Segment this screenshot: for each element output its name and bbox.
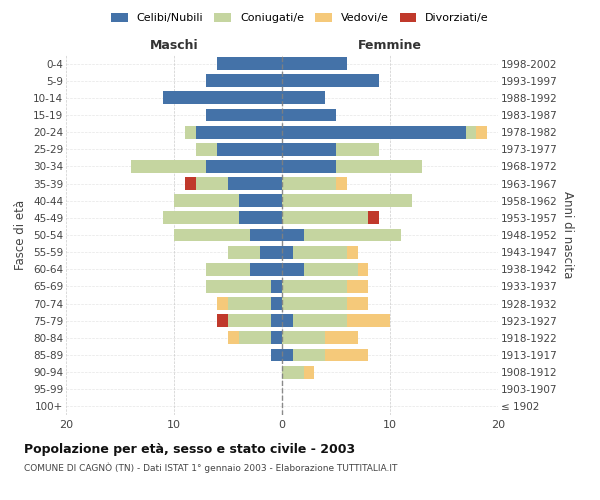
Bar [282,57,347,70]
Bar [206,280,271,293]
Bar [347,246,358,258]
Bar [282,74,379,87]
Bar [282,143,336,156]
Bar [228,177,282,190]
Bar [271,280,282,293]
Legend: Celibi/Nubili, Coniugati/e, Vedovi/e, Divorziati/e: Celibi/Nubili, Coniugati/e, Vedovi/e, Di… [107,8,493,28]
Bar [304,366,314,378]
Bar [282,126,466,138]
Bar [228,314,271,327]
Bar [347,314,390,327]
Bar [282,194,412,207]
Bar [250,263,282,276]
Bar [282,177,336,190]
Bar [271,348,282,362]
Bar [476,126,487,138]
Bar [196,177,228,190]
Bar [228,246,260,258]
Bar [271,314,282,327]
Y-axis label: Fasce di età: Fasce di età [14,200,28,270]
Bar [304,263,358,276]
Bar [206,108,282,122]
Bar [260,246,282,258]
Bar [282,280,347,293]
Bar [217,314,228,327]
Bar [282,263,304,276]
Bar [282,160,336,173]
Bar [185,177,196,190]
Bar [217,297,228,310]
Bar [347,297,368,310]
Bar [325,348,368,362]
Bar [282,108,336,122]
Bar [239,194,282,207]
Bar [217,57,282,70]
Bar [239,332,271,344]
Bar [336,143,379,156]
Text: Maschi: Maschi [149,38,199,52]
Bar [228,297,271,310]
Bar [282,92,325,104]
Bar [282,332,325,344]
Bar [217,143,282,156]
Bar [196,126,282,138]
Bar [282,348,293,362]
Bar [347,280,368,293]
Bar [174,194,239,207]
Bar [325,332,358,344]
Bar [282,228,304,241]
Bar [336,177,347,190]
Bar [206,160,282,173]
Bar [271,297,282,310]
Bar [239,212,282,224]
Bar [336,160,422,173]
Bar [228,332,239,344]
Text: Femmine: Femmine [358,38,422,52]
Bar [293,246,347,258]
Bar [163,212,239,224]
Bar [358,263,368,276]
Bar [163,92,282,104]
Bar [131,160,206,173]
Bar [368,212,379,224]
Text: Popolazione per età, sesso e stato civile - 2003: Popolazione per età, sesso e stato civil… [24,442,355,456]
Bar [282,366,304,378]
Bar [466,126,476,138]
Bar [206,263,250,276]
Bar [282,246,293,258]
Text: COMUNE DI CAGNÒ (TN) - Dati ISTAT 1° gennaio 2003 - Elaborazione TUTTITALIA.IT: COMUNE DI CAGNÒ (TN) - Dati ISTAT 1° gen… [24,462,397,473]
Bar [174,228,250,241]
Bar [271,332,282,344]
Bar [250,228,282,241]
Bar [293,348,325,362]
Bar [304,228,401,241]
Bar [293,314,347,327]
Bar [282,314,293,327]
Y-axis label: Anni di nascita: Anni di nascita [561,192,574,278]
Bar [282,212,368,224]
Bar [206,74,282,87]
Bar [185,126,196,138]
Bar [282,297,347,310]
Bar [196,143,217,156]
